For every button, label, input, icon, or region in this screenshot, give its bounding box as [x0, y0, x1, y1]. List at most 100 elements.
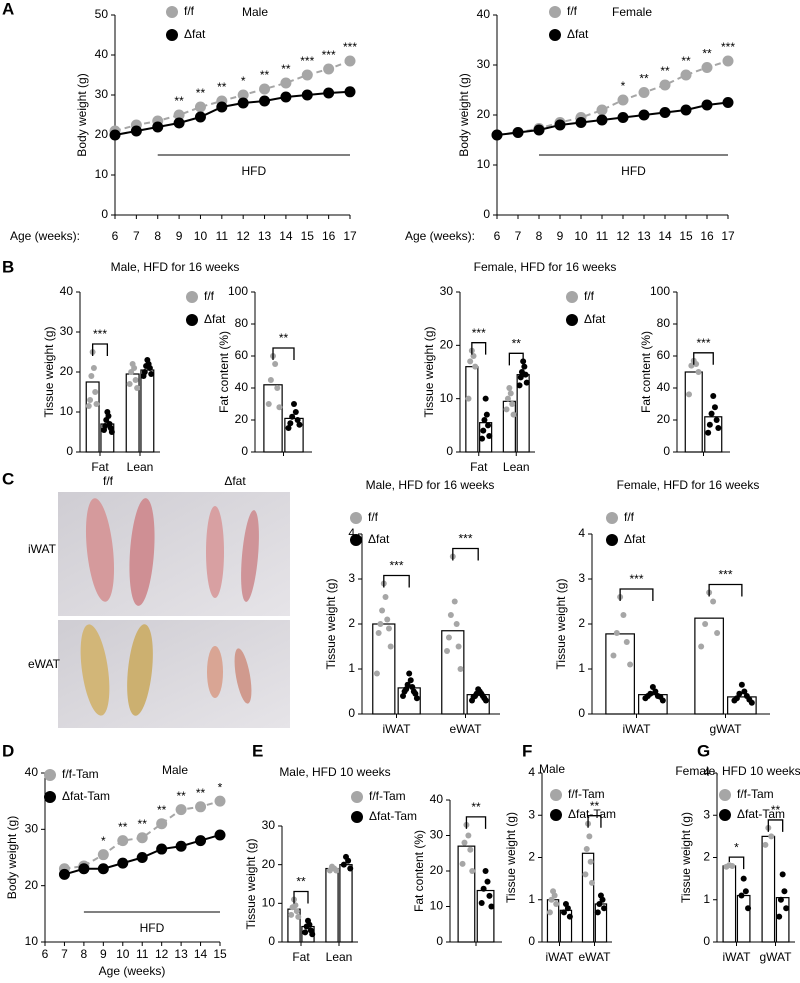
y-tick-label: 30: [95, 87, 109, 101]
y-tick-label: 3: [703, 807, 710, 821]
data-point: [512, 127, 524, 138]
y-tick-label: 2: [348, 616, 355, 630]
y-tick-label: 30: [60, 324, 74, 338]
x-tick-label: 11: [136, 947, 149, 961]
y-tick-label: 80: [235, 316, 249, 330]
bar: [465, 366, 479, 453]
data-point: [507, 390, 514, 397]
panel-label: F: [522, 741, 532, 760]
data-point: [680, 69, 692, 81]
x-tick-label: 15: [679, 229, 693, 243]
data-point: [710, 598, 717, 605]
data-point: [706, 421, 713, 428]
x-axis-label: Age (weeks):: [10, 229, 80, 243]
x-tick-label: 17: [721, 229, 735, 243]
data-point: [103, 417, 110, 423]
bar: [605, 633, 635, 715]
data-point: [617, 94, 629, 106]
y-tick-label: 40: [657, 380, 671, 394]
data-point: [627, 661, 634, 668]
data-point: [486, 433, 493, 439]
y-tick-label: 40: [235, 380, 249, 394]
data-point: [723, 863, 730, 870]
data-point: [482, 697, 489, 704]
data-point: [736, 690, 743, 697]
data-point: [583, 846, 590, 853]
y-tick-label: 100: [228, 284, 248, 298]
legend-marker: [351, 811, 363, 823]
y-axis-label: Tissue weight (g): [679, 812, 693, 903]
bar: [325, 867, 339, 943]
data-point: [659, 107, 671, 118]
data-point: [484, 878, 491, 885]
y-tick-label: 2: [528, 850, 535, 864]
y-tick-label: 30: [430, 828, 444, 842]
legend-marker: [606, 512, 618, 524]
data-point: [280, 91, 292, 103]
data-point: [289, 904, 296, 911]
significance: **: [471, 800, 481, 814]
data-point: [481, 417, 488, 423]
legend-label: Δfat-Tam: [62, 789, 110, 803]
data-point: [740, 875, 747, 882]
data-point: [92, 389, 99, 395]
y-tick-label: 1: [578, 661, 585, 675]
data-point: [293, 908, 300, 915]
x-tick-label: 10: [574, 229, 588, 243]
data-point: [97, 863, 109, 875]
y-tick-label: 20: [235, 412, 249, 426]
data-point: [237, 89, 249, 101]
legend-label: f/f: [567, 4, 578, 18]
x-tick-label: 7: [61, 947, 68, 961]
x-tick-label: 8: [154, 229, 161, 243]
data-point: [140, 373, 147, 379]
y-tick-label: 60: [657, 348, 671, 362]
data-point: [108, 429, 115, 435]
x-tick-label: 13: [174, 947, 188, 961]
data-point: [289, 413, 296, 420]
data-point: [486, 892, 493, 899]
data-point: [506, 385, 513, 391]
data-point: [564, 905, 571, 912]
y-tick-label: 10: [60, 404, 74, 418]
y-axis-label: Tissue weight (g): [42, 327, 56, 418]
y-tick-label: 4: [578, 526, 585, 540]
tissue: [127, 624, 153, 716]
data-point: [97, 849, 109, 861]
y-tick-label: 0: [241, 444, 248, 458]
data-point: [259, 95, 271, 107]
x-tick-label: 11: [216, 229, 229, 243]
y-tick-label: 0: [348, 706, 355, 720]
x-tick-label: 6: [42, 947, 49, 961]
y-tick-label: 3: [528, 807, 535, 821]
x-tick-label: 6: [112, 229, 119, 243]
chart-title: Male: [242, 5, 268, 19]
data-point: [702, 621, 709, 627]
tissue: [207, 646, 223, 698]
data-point: [554, 119, 566, 131]
y-axis-label: Tissue weight (g): [554, 579, 568, 670]
data-point: [465, 832, 472, 839]
y-tick-label: 10: [95, 167, 109, 181]
data-point: [594, 909, 601, 916]
data-point: [447, 612, 454, 618]
y-axis-label: Body weight (g): [75, 73, 89, 156]
data-point: [265, 401, 272, 407]
y-tick-label: 20: [430, 863, 444, 877]
x-tick-label: 15: [301, 229, 315, 243]
y-tick-label: 100: [650, 284, 670, 298]
x-axis-label: Age (weeks): [99, 964, 166, 978]
significance: ***: [93, 327, 107, 341]
x-tick-label: gWAT: [710, 722, 743, 736]
significance: **: [639, 72, 649, 86]
data-point: [287, 420, 294, 427]
significance: *: [218, 780, 223, 794]
photo: f/f Δfat iWAT eWAT: [28, 474, 290, 728]
y-axis-label: Tissue weight (g): [422, 327, 436, 418]
significance: **: [174, 94, 184, 108]
y-tick-label: 40: [430, 792, 444, 806]
data-point: [126, 381, 133, 387]
data-point: [453, 621, 460, 627]
data-point: [695, 369, 702, 375]
y-tick-label: 40: [60, 284, 74, 298]
